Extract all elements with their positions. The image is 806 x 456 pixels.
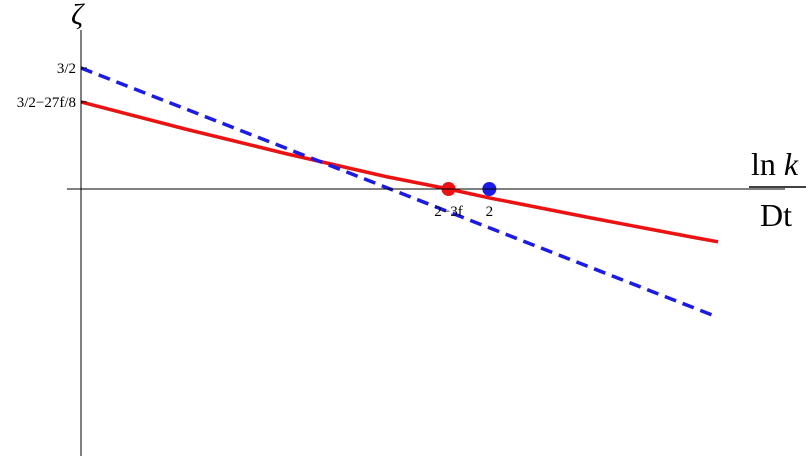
- x-tick-label-1: 2−3f: [434, 204, 462, 220]
- x-label-numerator: ln k: [751, 146, 799, 182]
- x-label-denominator: Dt: [760, 197, 792, 233]
- x-label-var: k: [784, 146, 799, 182]
- y-axis-label: ζ: [71, 0, 85, 31]
- x-tick-label-2: 2: [486, 204, 494, 220]
- ticks-layer: 2−3f 2 3/2 3/2−27f/8: [17, 61, 493, 220]
- y-tick-label-1: 3/2: [57, 61, 76, 77]
- x-axis-label: ln k Dt: [749, 146, 806, 233]
- series-line-dashed: [80, 66, 719, 319]
- series-layer: [80, 66, 719, 319]
- y-tick-label-2: 3/2−27f/8: [17, 95, 76, 111]
- series-line-solid: [80, 100, 719, 244]
- x-label-fn: ln: [751, 146, 776, 182]
